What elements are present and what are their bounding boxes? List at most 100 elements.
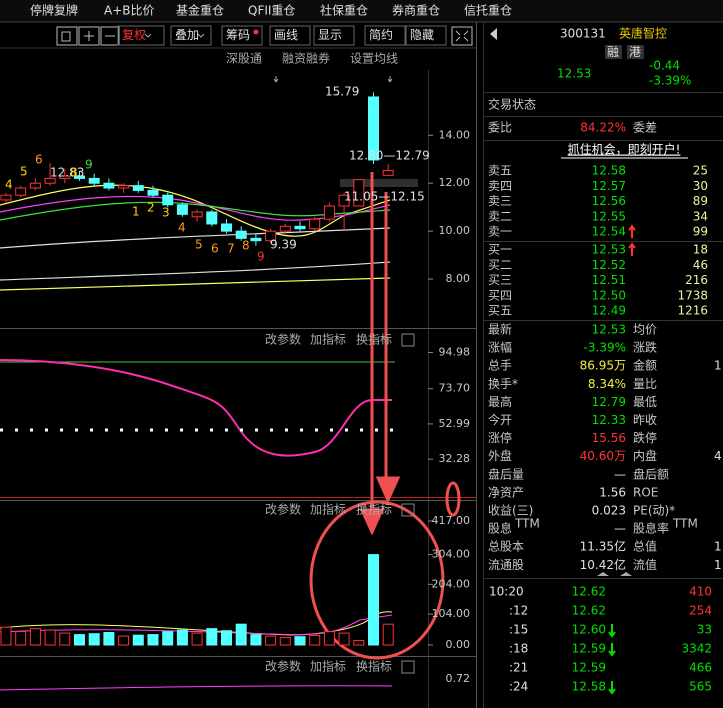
trend-arrow [608,643,616,657]
icon-button[interactable] [56,26,78,46]
panel-tool[interactable]: 加指标 [310,332,346,347]
panel-tool[interactable]: 改参数 [265,659,301,674]
stat-value: — [614,467,626,481]
volume-bar [0,626,12,646]
book-volume: 216 [685,273,708,287]
tab[interactable]: 基金重仓 [176,3,224,18]
weibi-diff-label: 委差 [633,121,657,135]
dropdown-icon [197,33,205,38]
sequence-number: 2 [147,201,155,215]
annotation-circle [309,500,445,660]
annotation-circle [445,481,461,517]
toolbar-button[interactable] [170,25,212,46]
tab[interactable]: 社保重仓 [320,3,368,18]
book-price: 12.57 [592,179,626,193]
volume-bar [74,634,85,646]
close-button[interactable] [401,660,415,674]
subtoolbar-item[interactable]: 设置均线 [350,52,398,66]
tab[interactable]: QFII重仓 [248,4,295,18]
stat-value: 11.35亿 [580,539,626,554]
subtoolbar-item[interactable]: 深股通 [226,52,262,66]
sequence-number: 9 [85,158,93,172]
sequence-number: 3 [162,206,170,220]
panel-tool[interactable]: 加指标 [310,659,346,674]
y-tick-label: 94.98 [439,346,471,359]
panel-tool[interactable]: 加指标 [310,502,346,517]
toolbar-button[interactable] [117,25,165,46]
price-note: 12.80—12.79 [349,149,430,163]
book-price: 12.55 [592,209,626,223]
candle-body [206,211,218,225]
price-marker [340,179,418,187]
volume-bar [29,628,41,646]
tick-time: :12 [509,604,528,618]
back-icon[interactable] [490,28,497,40]
stat-label: 总值 [633,539,657,554]
panel-tool[interactable]: 换指标 [356,332,392,347]
sequence-number: 6 [35,153,43,167]
y-tick-label: 304.00 [432,548,471,561]
tab[interactable]: 停牌复牌 [30,3,78,18]
tick-volume: 410 [689,585,712,599]
volume-bar [250,634,262,646]
stat-label: 总手 [488,359,512,373]
book-label: 买五 [488,304,512,318]
sequence-number: 1 [132,205,140,219]
panel-tool[interactable]: 换指标 [356,502,392,517]
stat-label: 涨幅 [488,340,512,355]
stat-value: 12.53 [592,323,626,337]
panel-tool[interactable]: 换指标 [356,659,392,674]
candle-body [235,230,247,239]
stat-value: -3.39% [584,341,626,355]
icon [84,31,94,41]
icon-button[interactable] [451,26,473,46]
stat-label: ROE [633,485,658,499]
book-label: 卖四 [488,179,512,193]
banner[interactable]: 抓住机会，即刻开户! [568,142,681,157]
panel-tool[interactable]: 改参数 [265,332,301,347]
toolbar-label: 显示 [318,28,342,42]
toolbar-button[interactable] [405,25,447,46]
tick-time: :15 [509,623,528,637]
book-volume: 30 [693,179,708,193]
volume-bar [382,623,394,646]
trend-arrow [628,242,636,256]
candle-body [353,179,365,207]
book-volume: 25 [693,164,708,178]
book-label: 卖二 [488,209,512,223]
panel-tool[interactable]: 改参数 [265,502,301,517]
tab[interactable]: 信托重仓 [464,4,512,18]
toolbar-button[interactable] [221,25,263,46]
y-tick-label: 0.72 [446,672,471,685]
volume-bar [221,630,232,646]
toolbar-button[interactable] [269,25,311,46]
stock-name: 英唐智控 [619,26,667,41]
tick-price: 12.59 [572,661,606,675]
stock-tag: 港 [629,45,641,59]
book-volume: 18 [693,243,708,257]
toolbar-button[interactable] [313,25,355,46]
price-note: 11.05—12.15 [344,190,425,204]
book-price: 12.52 [592,258,626,272]
expand-icon[interactable] [597,572,632,576]
toolbar-button[interactable] [364,25,406,46]
volume-bar [103,632,115,646]
icon-button[interactable] [78,26,100,46]
close-button[interactable] [401,503,415,517]
stat-value: 8.34% [588,377,626,391]
book-volume: 46 [693,258,708,272]
tab[interactable]: 券商重仓 [392,3,440,18]
candle-body [294,225,306,230]
stat-label: 最高 [488,394,512,409]
icon [61,31,71,42]
toolbar-icons [56,26,473,46]
volume-bar [59,632,71,646]
volume-bar [294,636,306,646]
stat-label: 流值 [633,557,657,572]
close-button[interactable] [401,333,415,347]
subtoolbar-item[interactable]: 融资融券 [282,51,330,66]
badge-dot [253,29,259,35]
tab[interactable]: A+B比价 [104,4,155,18]
icon-button[interactable] [100,26,120,46]
